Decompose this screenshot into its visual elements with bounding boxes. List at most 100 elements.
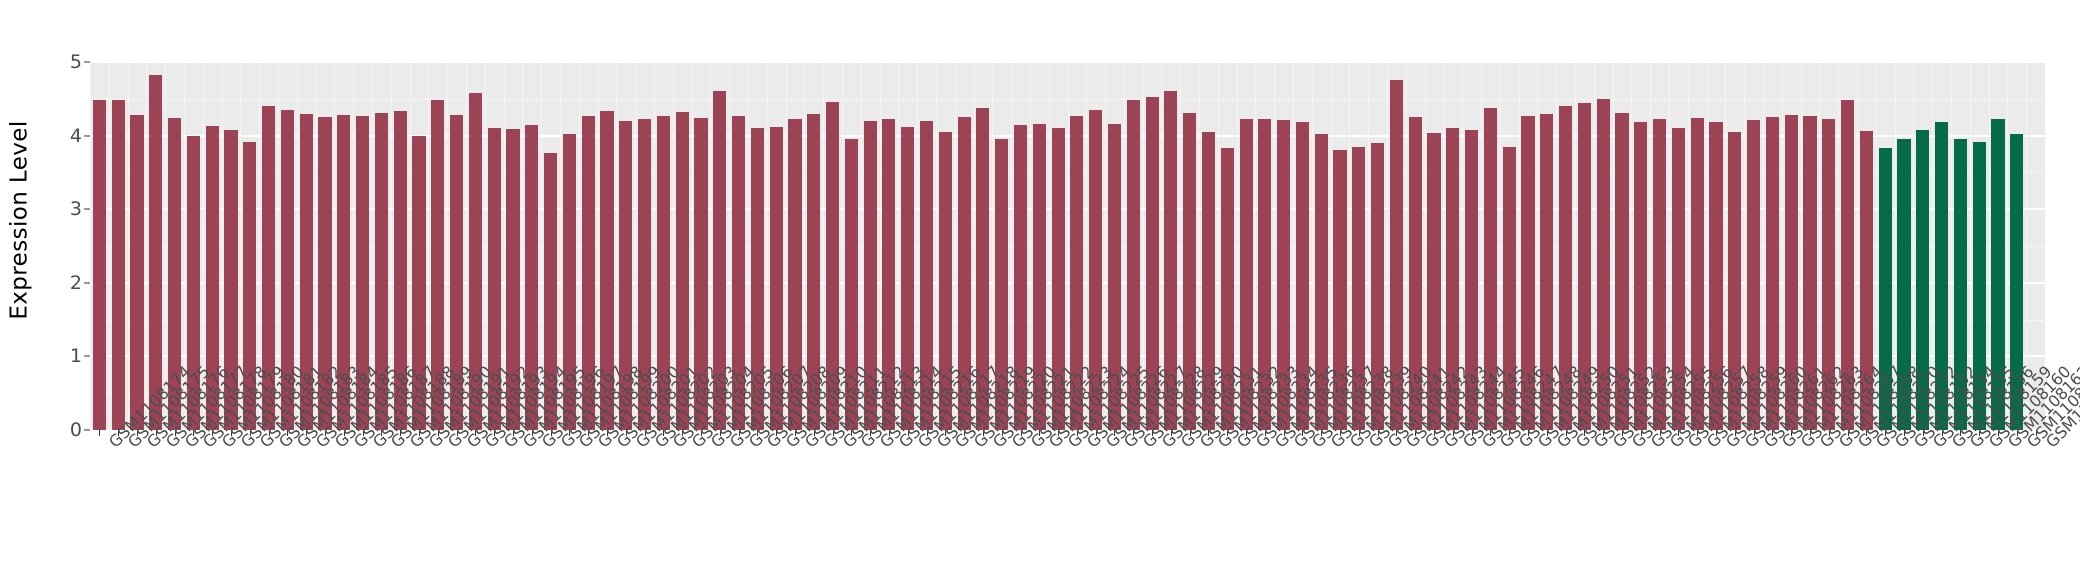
x-tick-label: GSM1108216 [895, 362, 985, 452]
grid-line-vertical [1781, 62, 1783, 430]
x-tick-mark [1509, 430, 1511, 436]
grid-line-vertical [1236, 62, 1238, 430]
x-tick-mark [888, 430, 890, 436]
grid-line-vertical [1499, 62, 1501, 430]
grid-line-vertical [1725, 62, 1727, 430]
x-tick-mark [1076, 430, 1078, 436]
grid-line-vertical [1274, 62, 1276, 430]
x-tick-label: GSM1108260 [1722, 362, 1812, 452]
x-tick-mark [2035, 430, 2037, 436]
x-tick-label: GSM1108232 [1196, 362, 1286, 452]
grid-line-vertical [2026, 62, 2028, 430]
y-tick-mark [84, 135, 90, 137]
x-tick-mark [682, 430, 684, 436]
x-tick-label: GSM1108154 [1910, 362, 2000, 452]
bar [468, 92, 482, 430]
bar [1446, 128, 1460, 430]
grid-line-vertical [935, 62, 937, 430]
grid-line-vertical [465, 62, 467, 430]
x-tick-mark [945, 430, 947, 436]
x-tick-mark [625, 430, 627, 436]
bar [1634, 121, 1648, 430]
grid-line-vertical [1086, 62, 1088, 430]
bar [1991, 118, 2005, 430]
grid-line-vertical [277, 62, 279, 430]
x-tick-mark [1283, 430, 1285, 436]
x-tick-mark [1810, 430, 1812, 436]
x-tick-mark [99, 430, 101, 436]
x-tick-label: GSM1108264 [1797, 362, 1887, 452]
bar [412, 135, 426, 430]
grid-line-vertical [108, 62, 110, 430]
x-tick-mark [964, 430, 966, 436]
bar [243, 141, 257, 430]
bar [1822, 119, 1836, 430]
grid-line-vertical [954, 62, 956, 430]
grid-line-vertical [503, 62, 505, 430]
bar [205, 126, 219, 430]
x-tick-label: GSM1108238 [1308, 362, 1398, 452]
grid-line-vertical [484, 62, 486, 430]
x-tick-mark [1001, 430, 1003, 436]
x-tick-mark [1603, 430, 1605, 436]
grid-line-vertical [1687, 62, 1689, 430]
bar [1389, 79, 1404, 430]
grid-line-vertical [597, 62, 599, 430]
grid-line-vertical [1575, 62, 1577, 430]
grid-line-vertical [428, 62, 430, 430]
y-tick-mark [84, 61, 90, 63]
bar [675, 112, 689, 430]
x-tick-mark [1678, 430, 1680, 436]
bar [581, 116, 595, 430]
x-tick-mark [588, 430, 590, 436]
x-tick-label: GSM1108257 [1666, 362, 1756, 452]
x-tick-label: GSM1108185 [312, 362, 402, 452]
x-tick-mark [343, 430, 345, 436]
x-tick-label: GSM1108175 [124, 362, 214, 452]
grid-line-vertical [841, 62, 843, 430]
x-tick-label: GSM1108208 [745, 362, 835, 452]
grid-line-vertical [710, 62, 712, 430]
x-tick-mark [1133, 430, 1135, 436]
x-tick-label: GSM1108204 [669, 362, 759, 452]
x-tick-label: GSM1108251 [1553, 362, 1643, 452]
x-tick-mark [494, 430, 496, 436]
x-tick-mark [1152, 430, 1154, 436]
x-tick-mark [700, 430, 702, 436]
bar [487, 128, 501, 430]
bar [901, 126, 915, 430]
bar [882, 118, 896, 430]
x-tick-mark [982, 430, 984, 436]
y-tick-label: 3 [69, 198, 82, 221]
bar [1765, 117, 1779, 430]
bar [1878, 148, 1892, 430]
bar [1615, 112, 1629, 430]
grid-line-vertical [1199, 62, 1201, 430]
bar [1427, 132, 1441, 430]
x-tick-mark [475, 430, 477, 436]
x-tick-label: GSM1108195 [500, 362, 590, 452]
x-tick-mark [1697, 430, 1699, 436]
bar [637, 119, 652, 430]
grid-line-vertical [447, 62, 449, 430]
x-tick-mark [1791, 430, 1793, 436]
x-tick-mark [418, 430, 420, 436]
bar [130, 115, 144, 430]
x-tick-mark [1622, 430, 1624, 436]
bar [299, 113, 313, 430]
x-tick-label: GSM1108187 [350, 362, 440, 452]
x-tick-label: GSM1108255 [1628, 362, 1718, 452]
x-tick-mark [212, 430, 214, 436]
bar [1333, 150, 1347, 430]
x-tick-label: GSM1108217 [914, 362, 1004, 452]
x-tick-label: GSM1108186 [331, 362, 421, 452]
grid-line-vertical [1067, 62, 1069, 430]
bar [1690, 117, 1704, 430]
x-tick-label: GSM1108237 [1290, 362, 1380, 452]
grid-line-vertical [541, 62, 543, 430]
x-tick-label: GSM1108152 [1891, 362, 1981, 452]
x-tick-label: GSM1108162 [2004, 362, 2080, 452]
bar [374, 112, 388, 430]
bar [731, 115, 746, 430]
x-tick-mark [719, 430, 721, 436]
